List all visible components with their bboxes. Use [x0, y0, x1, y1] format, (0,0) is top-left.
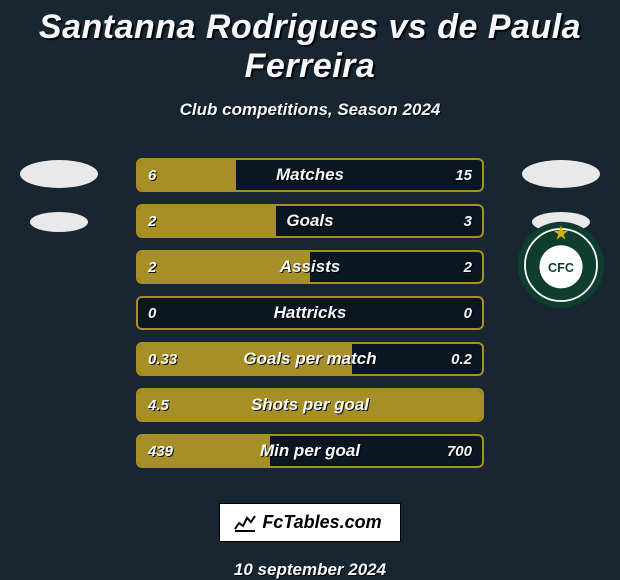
stat-value-right: 15 — [445, 160, 482, 190]
subtitle: Club competitions, Season 2024 — [180, 100, 441, 120]
stat-fill-left — [138, 390, 482, 420]
stat-value-right: 700 — [437, 436, 482, 466]
player-left-avatar — [14, 152, 104, 242]
comparison-card: Santanna Rodrigues vs de Paula Ferreira … — [0, 0, 620, 580]
stat-row: Min per goal439700 — [136, 434, 484, 468]
stat-value-right: 0.2 — [441, 344, 482, 374]
stat-value-right: 3 — [454, 206, 482, 236]
stat-fill-left — [138, 206, 276, 236]
stat-fill-left — [138, 160, 236, 190]
stat-value-left: 0 — [138, 298, 166, 328]
footer-logo: FcTables.com — [219, 503, 400, 542]
stat-fill-left — [138, 436, 270, 466]
stat-row: Shots per goal4.5 — [136, 388, 484, 422]
stat-fill-left — [138, 344, 352, 374]
stat-row: Goals23 — [136, 204, 484, 238]
page-title: Santanna Rodrigues vs de Paula Ferreira — [0, 8, 620, 86]
footer-date: 10 september 2024 — [234, 560, 386, 580]
stat-row: Hattricks0 0 — [136, 296, 484, 330]
stat-label: Hattricks — [138, 298, 482, 328]
stat-fill-left — [138, 252, 310, 282]
stat-value-right: 2 — [454, 252, 482, 282]
stat-row: Assists22 — [136, 250, 484, 284]
stat-value-right: 0 — [454, 298, 482, 328]
footer-logo-text: FcTables.com — [262, 512, 381, 533]
chart-area: CFC Matches615Goals23Assists22Hattricks0… — [0, 140, 620, 495]
club-badge-icon: CFC — [516, 220, 606, 310]
avatar-placeholder-icon — [14, 152, 104, 242]
stat-row: Matches615 — [136, 158, 484, 192]
svg-text:CFC: CFC — [548, 261, 574, 275]
club-badge-right: CFC — [516, 220, 606, 310]
stat-row: Goals per match0.330.2 — [136, 342, 484, 376]
fctables-icon — [234, 514, 256, 532]
stat-bars: Matches615 Goals23 Assists22 Hattricks0 0 Goa… — [136, 158, 484, 468]
